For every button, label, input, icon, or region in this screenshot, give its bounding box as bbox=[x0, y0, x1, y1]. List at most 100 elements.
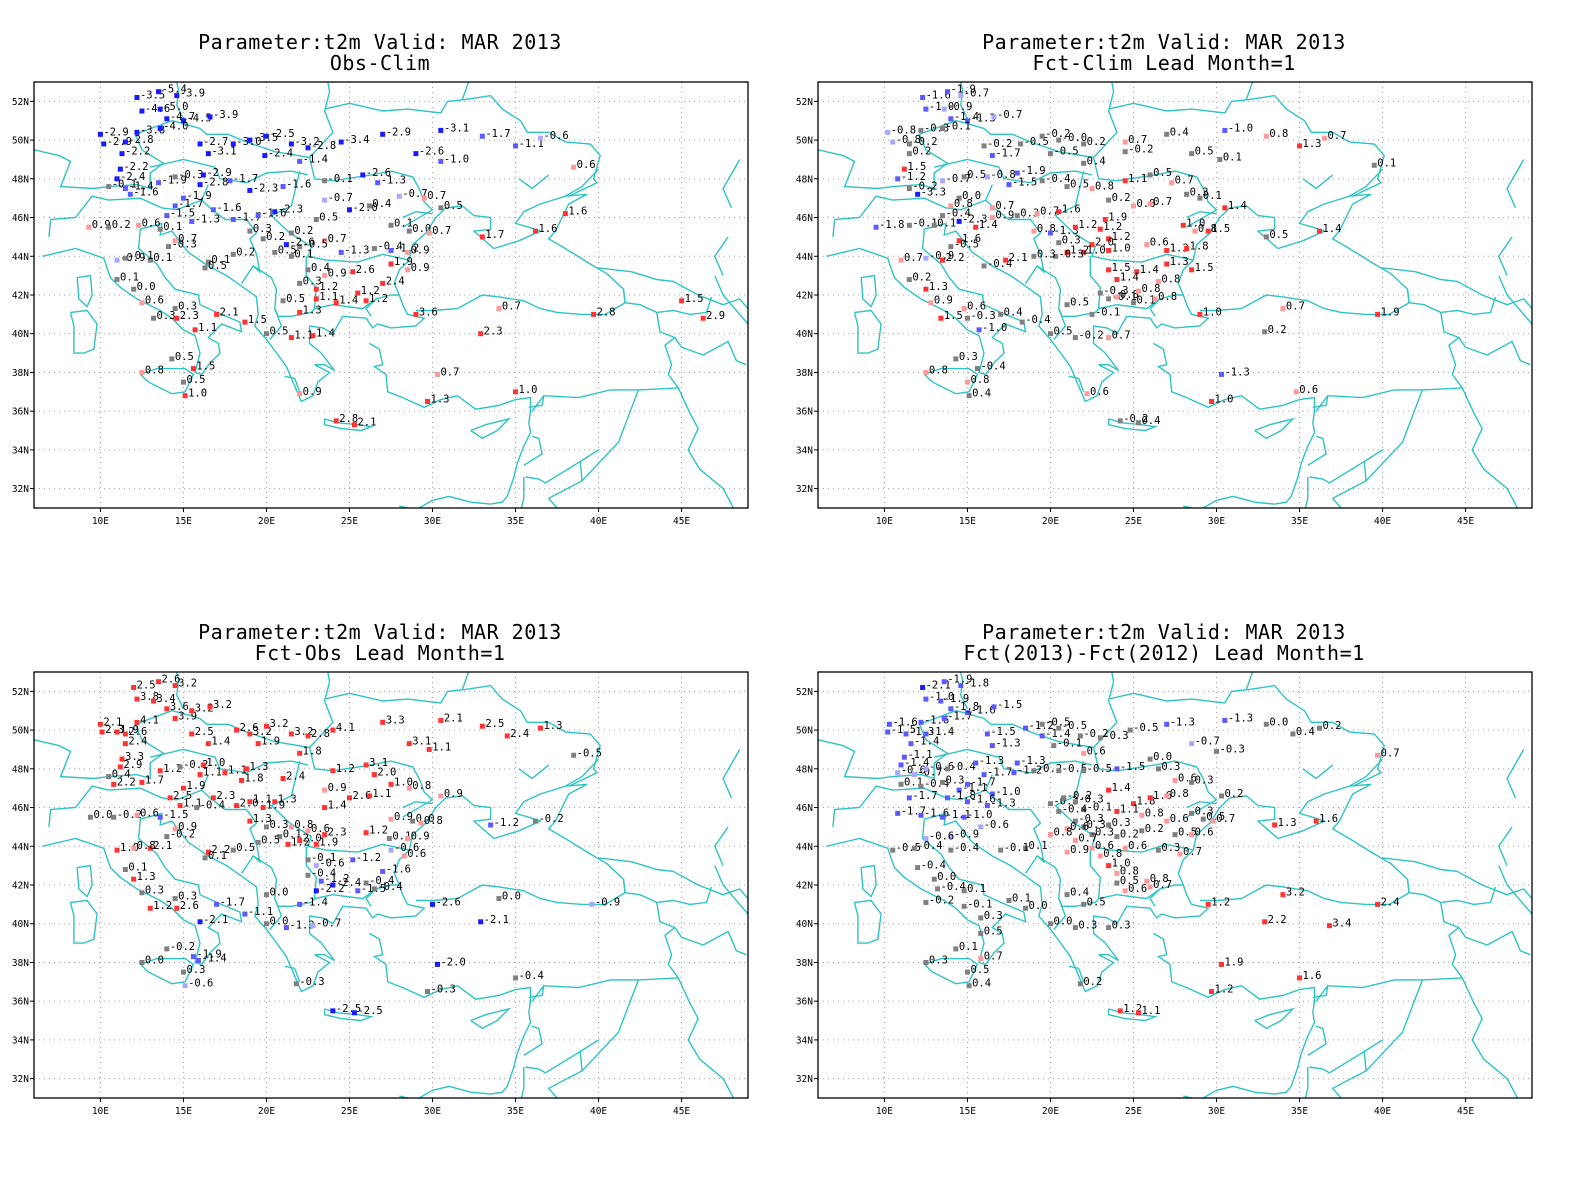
station-marker bbox=[906, 141, 912, 147]
station-marker bbox=[222, 770, 228, 776]
station-value: 1.8 bbox=[303, 745, 322, 757]
station-value: 1.3 bbox=[1170, 256, 1189, 268]
station-value: 4.1 bbox=[140, 714, 159, 726]
lat-tick-label: 40N bbox=[796, 329, 813, 340]
station-marker bbox=[242, 319, 248, 325]
station-value: 1.0 bbox=[1112, 242, 1131, 254]
station-value: -0.6 bbox=[929, 831, 954, 843]
station-map: -3.5-5.4-3.9-4.6-5.0-4.7-4.5 -3.9-2.9 -3.8… bbox=[12, 81, 749, 527]
station-value: -1.6 bbox=[970, 705, 995, 717]
station-marker bbox=[272, 249, 278, 255]
station-value: -1.4 bbox=[929, 726, 954, 738]
station-value: 2.5 bbox=[485, 718, 504, 730]
station-marker bbox=[1047, 331, 1053, 337]
station-marker bbox=[305, 857, 311, 863]
station-value: 1.2 bbox=[1211, 896, 1230, 908]
station-marker bbox=[1077, 733, 1083, 739]
station-marker bbox=[537, 135, 543, 141]
station-marker bbox=[405, 267, 411, 273]
station-value: 0.4 bbox=[112, 769, 131, 781]
station-value: -0.2 bbox=[117, 809, 142, 821]
coastline-path bbox=[1312, 985, 1329, 998]
station-value: 1.2 bbox=[361, 285, 380, 297]
station-marker bbox=[169, 356, 175, 362]
coastline-path bbox=[1315, 337, 1464, 412]
coastline-path bbox=[200, 184, 261, 284]
station-value: -1.6 bbox=[970, 794, 995, 806]
station-marker bbox=[165, 244, 171, 250]
station-value: -3.4 bbox=[344, 134, 369, 146]
station-value: -0.5 bbox=[1045, 716, 1070, 728]
lon-tick-label: 20E bbox=[258, 516, 275, 527]
station-marker bbox=[1155, 278, 1161, 284]
station-value: 1.4 bbox=[979, 219, 998, 231]
station-value: 0.8 bbox=[1141, 283, 1160, 295]
station-marker bbox=[106, 224, 112, 230]
station-value: -4.6 bbox=[145, 103, 170, 115]
station-value: 2.8 bbox=[597, 306, 616, 318]
lon-tick-label: 45E bbox=[673, 516, 690, 527]
station-marker bbox=[1047, 230, 1053, 236]
station-marker bbox=[948, 203, 954, 209]
coastline-path bbox=[284, 965, 301, 983]
station-marker bbox=[244, 766, 250, 772]
lon-tick-label: 10E bbox=[876, 1106, 893, 1117]
station-value: 0.1 bbox=[120, 272, 139, 284]
station-marker bbox=[283, 242, 289, 248]
lon-tick-label: 30E bbox=[1208, 516, 1225, 527]
station-value: 1.1 bbox=[198, 322, 217, 334]
station-marker bbox=[1064, 184, 1070, 190]
station-marker bbox=[976, 327, 982, 333]
station-marker bbox=[1023, 905, 1029, 911]
station-marker bbox=[679, 298, 685, 304]
station-value: -1.3 bbox=[970, 113, 995, 125]
station-marker bbox=[200, 172, 206, 178]
station-marker bbox=[479, 133, 485, 139]
station-value: -1.5 bbox=[170, 208, 195, 220]
coastline-path bbox=[523, 435, 543, 466]
station-value: -1.3 bbox=[1224, 366, 1249, 378]
station-marker bbox=[1014, 213, 1020, 219]
panel-title-line2: Fct-Clim Lead Month=1 bbox=[1032, 51, 1296, 75]
station-value: 0.3 bbox=[1087, 819, 1106, 831]
station-marker bbox=[906, 795, 912, 801]
lat-tick-label: 32N bbox=[796, 1074, 813, 1085]
station-marker bbox=[1169, 180, 1175, 186]
coastline-path bbox=[69, 309, 98, 354]
station-marker bbox=[911, 845, 917, 851]
station-value: 0.5 bbox=[269, 326, 288, 338]
coastlines bbox=[818, 672, 1532, 1098]
station-value: -1.2 bbox=[394, 242, 419, 254]
coastline-path bbox=[139, 367, 195, 395]
station-marker bbox=[131, 286, 137, 292]
station-value: -0.9 bbox=[595, 896, 620, 908]
station-marker bbox=[1047, 921, 1053, 927]
station-marker bbox=[164, 834, 170, 840]
station-marker bbox=[1122, 845, 1128, 851]
coastline-path bbox=[175, 672, 185, 710]
lon-tick-label: 45E bbox=[673, 1106, 690, 1117]
station-value: 1.0 bbox=[120, 842, 139, 854]
station-marker bbox=[1222, 717, 1228, 723]
station-value: 1.2 bbox=[291, 836, 310, 848]
station-value: -0.4 bbox=[946, 208, 971, 220]
station-value: -1.0 bbox=[967, 809, 992, 821]
station-value: -0.1 bbox=[128, 250, 153, 262]
station-value: -2.5 bbox=[357, 1005, 382, 1017]
station-value: -1.6 bbox=[216, 202, 241, 214]
station-value: 0.3 bbox=[1161, 761, 1180, 773]
lon-tick-label: 40E bbox=[590, 516, 607, 527]
station-marker bbox=[1023, 725, 1029, 731]
station-marker bbox=[333, 418, 339, 424]
station-value: -0.4 bbox=[980, 361, 1005, 373]
station-value: 0.2 bbox=[1224, 788, 1243, 800]
station-value: -0.2 bbox=[912, 136, 937, 148]
station-marker bbox=[305, 733, 311, 739]
coastline-path bbox=[714, 826, 729, 866]
station-marker bbox=[991, 114, 997, 120]
station-value: 1.0 bbox=[1215, 394, 1234, 406]
station-marker bbox=[1056, 808, 1062, 814]
station-value: 1.9 bbox=[266, 800, 285, 812]
station-value: -0.4 bbox=[377, 241, 402, 253]
station-value: -1.8 bbox=[879, 219, 904, 231]
